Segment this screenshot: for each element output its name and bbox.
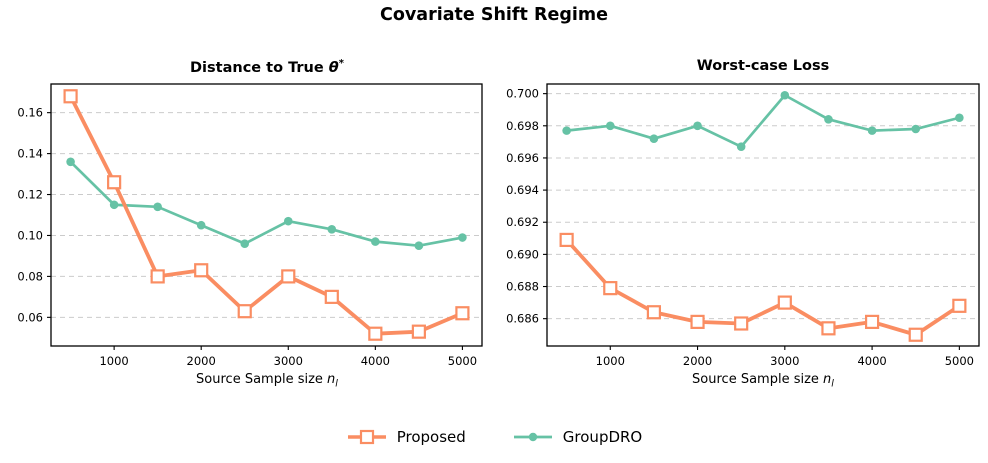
groupdro-marker [780, 90, 790, 100]
right-chart-title: Worst-case Loss [613, 58, 913, 74]
proposed-marker [107, 175, 122, 190]
proposed-marker [777, 295, 792, 310]
x-tick-label: 1000 [596, 354, 625, 368]
y-tick-label: 0.14 [17, 147, 43, 161]
proposed-marker-icon [347, 429, 386, 445]
groupdro-marker [153, 202, 162, 212]
proposed-marker [411, 324, 426, 339]
x-tick-label: 4000 [857, 354, 886, 368]
groupdro-marker [327, 225, 337, 234]
right-chart-title-text: Worst-case Loss [696, 58, 830, 74]
x-label-subscript: l [335, 378, 338, 390]
proposed-marker [455, 306, 470, 321]
y-tick-label: 0.690 [506, 247, 539, 261]
x-tick-label: 5000 [945, 354, 974, 368]
theta-superscript: * [338, 58, 344, 69]
groupdro-marker-icon [513, 432, 552, 442]
y-tick-label: 0.08 [17, 269, 43, 283]
y-tick-label: 0.688 [506, 280, 539, 294]
x-label-text: Source Sample size [692, 372, 824, 387]
legend-item-proposed: Proposed [346, 426, 466, 448]
groupdro-marker [283, 216, 293, 226]
figure-title: Covariate Shift Regime [380, 5, 608, 25]
proposed-marker [368, 326, 383, 341]
groupdro-marker [562, 126, 571, 135]
left-x-axis-label: Source Sample size nl [117, 372, 417, 390]
legend: Proposed GroupDRO [0, 422, 988, 452]
left-chart-title-text: Distance to True [190, 59, 329, 76]
groupdro-marker [196, 220, 206, 230]
x-tick-label: 5000 [448, 354, 477, 368]
y-tick-label: 0.12 [17, 188, 43, 202]
x-tick-label: 2000 [187, 354, 216, 368]
y-tick-label: 0.698 [506, 119, 539, 133]
x-tick-label: 2000 [683, 354, 712, 368]
proposed-marker [690, 314, 705, 329]
proposed-marker [603, 281, 618, 296]
y-tick-label: 0.686 [506, 312, 539, 326]
proposed-marker [194, 263, 209, 278]
axes-box [50, 83, 483, 347]
legend-item-groupdro: GroupDRO [512, 426, 642, 448]
groupdro-marker [649, 134, 659, 143]
proposed-marker [150, 269, 165, 284]
x-label-symbol: n [327, 372, 336, 387]
legend-label-proposed: Proposed [396, 428, 466, 446]
right-chart-canvas: 0.686 0.688 0.690 0.692 0.694 0.696 0.698 0.700… [506, 83, 980, 368]
x-label-symbol: n [823, 372, 832, 387]
groupdro-marker [66, 157, 75, 167]
y-tick-label: 0.06 [17, 310, 43, 324]
groupdro-marker [955, 113, 964, 123]
groupdro-marker [911, 124, 921, 134]
groupdro-marker [458, 233, 467, 242]
proposed-marker [952, 298, 967, 313]
proposed-marker [734, 316, 749, 331]
proposed-marker [864, 314, 880, 329]
groupdro-marker [605, 121, 615, 131]
theta-symbol: θ [328, 59, 339, 76]
groupdro-marker [867, 126, 877, 135]
y-tick-label: 0.694 [506, 183, 539, 197]
x-label-text: Source Sample size [196, 372, 328, 387]
groupdro-line [565, 93, 961, 149]
left-chart-title: Distance to True θ* [117, 58, 417, 76]
groupdro-marker [371, 237, 380, 246]
proposed-marker [559, 232, 574, 248]
proposed-marker [821, 321, 836, 336]
groupdro-marker [109, 200, 119, 210]
proposed-marker [281, 269, 296, 284]
proposed-marker [63, 89, 78, 104]
x-label-subscript: l [831, 378, 834, 390]
axes-box [546, 83, 980, 347]
proposed-marker [646, 305, 662, 320]
legend-label-groupdro: GroupDRO [562, 428, 643, 446]
groupdro-marker [736, 142, 746, 151]
proposed-line [564, 238, 962, 337]
y-tick-label: 0.692 [506, 215, 539, 229]
proposed-marker [908, 327, 923, 342]
x-tick-label: 1000 [99, 354, 128, 368]
groupdro-marker [693, 121, 702, 131]
groupdro-marker [824, 115, 833, 124]
proposed-marker [237, 304, 252, 319]
y-tick-label: 0.16 [17, 106, 43, 120]
y-tick-label: 0.10 [17, 228, 43, 242]
y-tick-label: 0.700 [506, 87, 539, 101]
x-tick-label: 3000 [274, 354, 303, 368]
x-tick-label: 3000 [770, 354, 799, 368]
proposed-marker [324, 289, 339, 304]
groupdro-marker [414, 241, 424, 251]
groupdro-marker [240, 239, 250, 248]
left-chart-canvas: 0.06 0.08 0.10 0.12 0.14 0.16 1000 2000 3000 4000… [17, 83, 483, 368]
proposed-line [68, 94, 465, 336]
groupdro-line [69, 160, 464, 248]
x-tick-label: 4000 [361, 354, 390, 368]
y-tick-label: 0.696 [506, 151, 539, 165]
right-x-axis-label: Source Sample size nl [613, 372, 913, 390]
